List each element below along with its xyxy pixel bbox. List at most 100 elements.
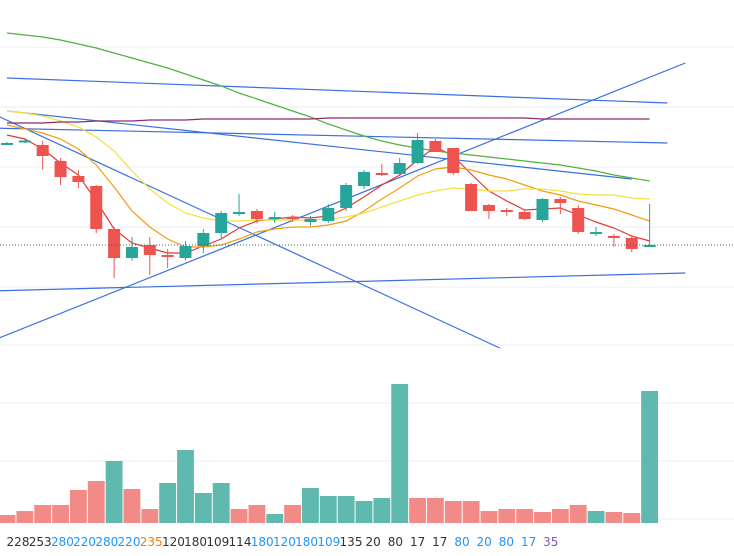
candle-body-22 — [393, 163, 406, 174]
volume-bar-24 — [426, 498, 444, 523]
volume-bar-18 — [319, 496, 337, 523]
x-tick-label: 80 — [388, 535, 403, 549]
candle-body-32 — [572, 208, 585, 232]
volume-bar-11 — [194, 493, 212, 523]
volume-bar-33 — [587, 511, 605, 523]
volume-bars — [0, 384, 659, 523]
x-axis-labels: 228 253 280 220 280 220 235 120 180 109 114 180 120 1… — [7, 535, 559, 549]
volume-bar-1 — [16, 511, 34, 523]
candle-body-27 — [482, 205, 495, 211]
x-tick-label: 280 — [51, 535, 74, 549]
ma-line-long — [6, 32, 650, 182]
candle-body-10 — [179, 246, 192, 258]
x-tick-label: 114 — [229, 535, 252, 549]
trend-lines — [0, 62, 686, 349]
volume-bar-23 — [409, 498, 426, 523]
candle-body-13 — [233, 212, 246, 214]
volume-bar-22 — [391, 384, 409, 523]
x-tick-label: 20 — [366, 535, 381, 549]
volume-bar-5 — [87, 481, 105, 523]
volume-bar-6 — [105, 461, 123, 523]
x-tick-label: 17 — [521, 535, 536, 549]
x-tick-label: 20 — [477, 535, 492, 549]
trend-line-5 — [0, 272, 686, 292]
x-tick-label: 109 — [317, 535, 340, 549]
x-tick-label: 135 — [340, 535, 363, 549]
price-candles — [1, 133, 656, 278]
volume-bar-30 — [534, 512, 551, 523]
candle-body-20 — [358, 172, 370, 186]
volume-bar-3 — [52, 505, 69, 523]
x-tick-label: 180 — [251, 535, 274, 549]
x-tick-label: 120 — [162, 535, 185, 549]
candle-body-29 — [518, 212, 531, 219]
candle-body-8 — [143, 245, 156, 255]
volume-bar-19 — [337, 496, 355, 523]
candle-body-2 — [36, 145, 49, 156]
candle-body-3 — [54, 161, 67, 177]
x-tick-label: 253 — [29, 535, 52, 549]
candle-body-17 — [304, 219, 317, 222]
x-tick-label: 280 — [95, 535, 118, 549]
candle-body-4 — [72, 176, 85, 182]
volume-bar-20 — [355, 501, 373, 523]
candle-body-30 — [536, 199, 549, 220]
ma-line-mid — [6, 124, 650, 248]
trend-line-1 — [6, 77, 668, 104]
volume-bar-16 — [284, 505, 302, 523]
volume-bar-8 — [141, 509, 159, 523]
candle-body-34 — [607, 236, 620, 238]
volume-bar-9 — [159, 483, 177, 523]
candle-body-16 — [286, 217, 299, 219]
candle-body-7 — [125, 247, 138, 258]
x-tick-label: 235 — [140, 535, 163, 549]
volume-bar-13 — [230, 509, 248, 523]
volume-bar-4 — [69, 490, 87, 523]
x-tick-label: 220 — [73, 535, 96, 549]
candle-body-33 — [590, 232, 603, 234]
volume-bar-10 — [177, 450, 194, 523]
volume-bar-25 — [444, 501, 462, 523]
volume-bar-0 — [0, 515, 16, 523]
volume-bar-35 — [623, 513, 641, 523]
candle-body-23 — [411, 140, 424, 163]
volume-bar-28 — [498, 509, 516, 523]
candle-body-1 — [18, 140, 31, 143]
x-tick-label: 35 — [543, 535, 558, 549]
ma-line-purple — [7, 117, 650, 124]
x-tick-label: 180 — [295, 535, 318, 549]
trend-line-3 — [0, 62, 686, 339]
candle-body-26 — [465, 184, 478, 211]
volume-bar-2 — [34, 505, 52, 523]
volume-bar-32 — [569, 505, 587, 523]
candle-body-24 — [429, 141, 442, 152]
volume-bar-27 — [480, 511, 498, 523]
volume-bar-7 — [123, 489, 141, 523]
candle-body-31 — [554, 199, 567, 203]
volume-bar-14 — [248, 505, 266, 523]
candle-body-21 — [375, 173, 388, 175]
candle-body-14 — [250, 211, 263, 219]
x-tick-label: 120 — [273, 535, 296, 549]
volume-bar-36 — [641, 391, 659, 523]
volume-bar-34 — [605, 512, 623, 523]
candle-body-15 — [268, 217, 281, 219]
volume-bar-29 — [516, 509, 534, 523]
candle-body-36 — [643, 245, 656, 247]
volume-bar-21 — [373, 498, 391, 523]
x-tick-label: 80 — [499, 535, 514, 549]
candle-body-35 — [625, 238, 638, 249]
x-tick-label: 17 — [432, 535, 447, 549]
candle-body-6 — [108, 229, 121, 258]
x-tick-label: 80 — [454, 535, 469, 549]
x-tick-label: 180 — [184, 535, 207, 549]
x-tick-label: 228 — [7, 535, 30, 549]
candle-body-25 — [447, 148, 460, 173]
x-tick-label: 109 — [206, 535, 229, 549]
candle-body-5 — [90, 186, 103, 229]
candle-body-18 — [322, 208, 335, 221]
trend-line-0 — [6, 110, 632, 180]
candle-body-28 — [500, 210, 513, 212]
